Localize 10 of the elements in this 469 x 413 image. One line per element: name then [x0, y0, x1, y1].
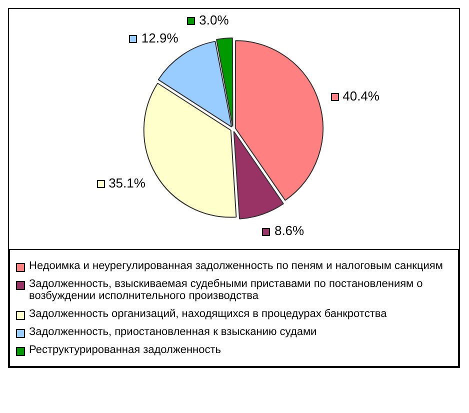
data-label: 40.4% [342, 88, 380, 104]
data-label: 3.0% [199, 12, 230, 28]
legend-label: Задолженность, взыскиваемая судебными приставами по постановлениям о возбуждении исполнительного производства [29, 278, 424, 302]
legend-label: Недоимка и неурегулированная задолженность по пеням и налоговым санкциям [29, 260, 443, 272]
legend-label: Задолженность организаций, находящихся в процедурах банкротства [29, 308, 387, 320]
data-label: 8.6% [274, 223, 305, 238]
data-label: 35.1% [108, 176, 146, 191]
data-label: 12.9% [141, 30, 179, 46]
legend-label: Реструктурированная задолженность [29, 344, 221, 356]
legend-label: Задолженность, приостановленная к взысканию судами [29, 326, 317, 338]
